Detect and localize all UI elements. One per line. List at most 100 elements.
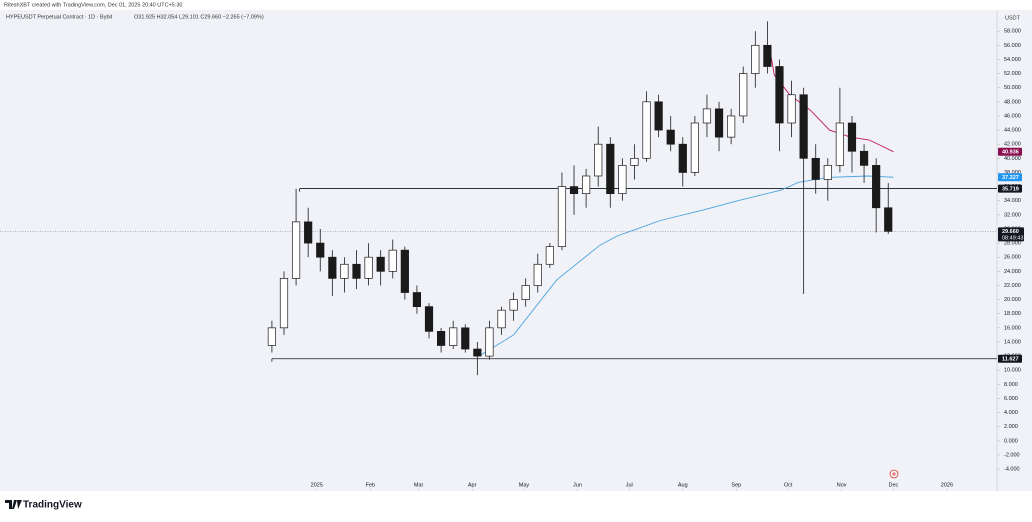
candle-body bbox=[509, 299, 518, 311]
x-tick-label: 2025 bbox=[311, 482, 323, 488]
candle-body bbox=[799, 94, 808, 159]
x-tick-label: 2026 bbox=[941, 482, 953, 488]
y-tick-label: 54.000 bbox=[1004, 57, 1021, 63]
candle-body bbox=[437, 331, 446, 346]
y-tick-label: 42.000 bbox=[1004, 142, 1021, 148]
price-axis bbox=[997, 10, 1032, 491]
symbol-title: HYPEUSDT Perpetual Contract · 1D · Bybit bbox=[6, 14, 113, 20]
candle-body bbox=[424, 306, 434, 332]
candle-body bbox=[582, 175, 591, 194]
candle-body bbox=[400, 249, 409, 293]
event-icon bbox=[889, 469, 899, 479]
candle-body bbox=[884, 207, 893, 232]
candle-body bbox=[654, 101, 663, 131]
y-tick-label: 4.000 bbox=[1004, 410, 1018, 416]
x-tick-label: Aug bbox=[678, 482, 688, 488]
candle-body bbox=[533, 263, 542, 286]
y-tick-label: 56.000 bbox=[1004, 43, 1021, 49]
candle-body bbox=[859, 150, 869, 166]
ohlc-text: O31.925 H32.054 L29.101 C29.660 −2.265 (… bbox=[134, 14, 264, 20]
x-tick-label: Jun bbox=[573, 482, 582, 488]
candle-body bbox=[702, 108, 712, 124]
candle-body bbox=[569, 186, 579, 194]
candle-body bbox=[316, 242, 325, 258]
y-tick-label: 28.000 bbox=[1004, 241, 1021, 247]
candle-body bbox=[557, 186, 567, 247]
y-tick-label: 32.000 bbox=[1004, 212, 1021, 218]
candle-body bbox=[279, 278, 289, 329]
candle-body bbox=[497, 309, 506, 329]
last-price-tag-bg bbox=[998, 227, 1024, 242]
candle-body bbox=[485, 327, 494, 357]
candle-body bbox=[727, 115, 736, 138]
y-tick-label: -2.000 bbox=[1004, 452, 1020, 458]
y-tick-label: 18.000 bbox=[1004, 311, 1021, 317]
y-tick-label: 26.000 bbox=[1004, 255, 1021, 261]
candle-body bbox=[521, 285, 530, 300]
candle-body bbox=[872, 165, 881, 209]
y-tick-label: 24.000 bbox=[1004, 269, 1021, 275]
y-tick-label: 46.000 bbox=[1004, 113, 1021, 119]
candle-body bbox=[340, 263, 349, 279]
y-tick-label: 34.000 bbox=[1004, 198, 1021, 204]
candle-body bbox=[291, 221, 301, 279]
candle-body bbox=[267, 327, 277, 346]
y-tick-label: 44.000 bbox=[1004, 128, 1021, 134]
x-tick-label: Oct bbox=[784, 482, 793, 488]
y-tick-label: 40.000 bbox=[1004, 156, 1021, 162]
candle-body bbox=[473, 348, 482, 357]
y-tick-label: 2.000 bbox=[1004, 424, 1018, 430]
candle-body bbox=[666, 129, 675, 145]
candle-body bbox=[763, 44, 772, 67]
candle-body bbox=[618, 165, 627, 194]
candle-body bbox=[847, 122, 857, 152]
y-tick-label: 50.000 bbox=[1004, 85, 1021, 91]
candle-body bbox=[449, 327, 458, 346]
x-tick-label: Sep bbox=[731, 482, 741, 488]
y-tick-label: 38.000 bbox=[1004, 170, 1021, 176]
candle-body bbox=[642, 101, 651, 159]
y-tick-label: 6.000 bbox=[1004, 396, 1018, 402]
candle-body bbox=[835, 122, 844, 166]
x-tick-label: Jul bbox=[626, 482, 633, 488]
header-text: RiteshXBT created with TradingView.com, … bbox=[4, 2, 183, 8]
y-tick-label: 58.000 bbox=[1004, 29, 1021, 35]
candle-body bbox=[787, 94, 796, 124]
x-tick-label: Dec bbox=[889, 482, 899, 488]
candle-body bbox=[823, 165, 832, 180]
candle-body bbox=[461, 327, 470, 350]
x-tick-label: May bbox=[519, 482, 530, 488]
x-tick-label: Nov bbox=[837, 482, 847, 488]
y-tick-label: 0.000 bbox=[1004, 438, 1018, 444]
x-tick-label: Mar bbox=[414, 482, 424, 488]
y-tick-label: 48.000 bbox=[1004, 99, 1021, 105]
candle-body bbox=[739, 73, 748, 117]
y-tick-label: 10.000 bbox=[1004, 368, 1021, 374]
axis-unit: USDT bbox=[1005, 15, 1021, 21]
x-tick-label: Feb bbox=[366, 482, 375, 488]
level-tag: 11.627 bbox=[1002, 356, 1019, 362]
y-tick-label: 8.000 bbox=[1004, 382, 1018, 388]
candle-body bbox=[714, 108, 724, 138]
candle-body bbox=[751, 44, 760, 74]
ma-tag-bg bbox=[998, 173, 1022, 182]
level-tag: 35.719 bbox=[1002, 186, 1019, 192]
candle-body bbox=[678, 143, 687, 173]
candle-body bbox=[388, 249, 397, 272]
ma-tag-bg bbox=[998, 147, 1022, 156]
candle-body bbox=[412, 292, 422, 308]
y-tick-label: 20.000 bbox=[1004, 297, 1021, 303]
candle-body bbox=[594, 143, 603, 177]
ma-tag: 37.327 bbox=[1002, 175, 1019, 181]
candle-body bbox=[606, 143, 615, 194]
candle-body bbox=[690, 122, 699, 173]
candle-body bbox=[545, 246, 554, 265]
level-tag-bg bbox=[998, 354, 1022, 363]
candle-body bbox=[328, 256, 337, 279]
y-tick-label: 22.000 bbox=[1004, 283, 1021, 289]
plot-background bbox=[0, 10, 1032, 491]
x-tick-label: Apr bbox=[468, 482, 477, 488]
last-price-tag: 29.660 bbox=[1002, 229, 1019, 235]
